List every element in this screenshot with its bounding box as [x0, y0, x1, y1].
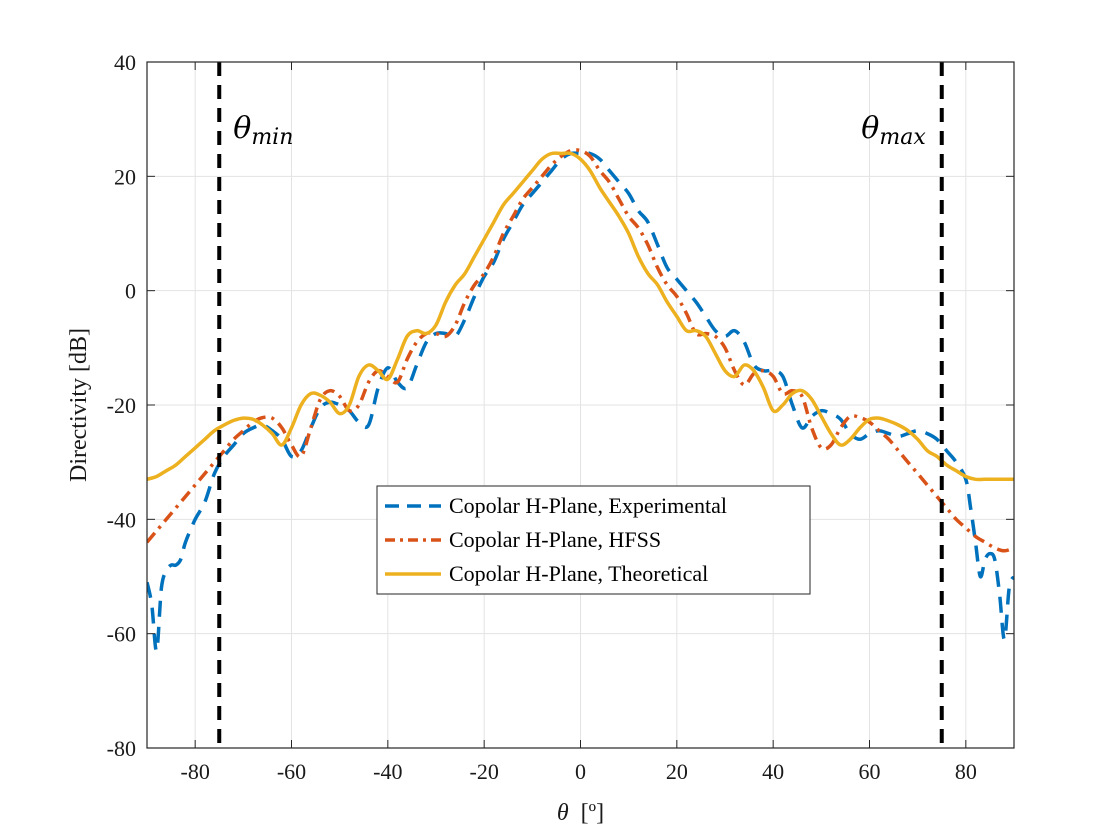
legend-entry-2: Copolar H-Plane, Theoretical — [449, 561, 708, 586]
ticks — [147, 61, 1014, 749]
grid — [147, 61, 1014, 749]
series-layer — [147, 148, 1014, 653]
vline-label-max: θmax — [861, 111, 926, 150]
y-axis-label: Directivity [dB] — [66, 328, 92, 482]
x-tick-label: -20 — [470, 759, 499, 784]
y-tick-label: 20 — [114, 164, 136, 189]
x-tick-label: 20 — [666, 759, 688, 784]
legend-box — [376, 485, 811, 595]
y-tick-label: -80 — [107, 736, 136, 761]
x-tick-label: -80 — [181, 759, 210, 784]
y-tick-label: -60 — [107, 622, 136, 647]
legend-entry-1: Copolar H-Plane, HFSS — [449, 527, 661, 552]
x-tick-label: 40 — [762, 759, 784, 784]
legend-entry-0: Copolar H-Plane, Experimental — [449, 493, 727, 518]
x-tick-label: 60 — [859, 759, 881, 784]
x-tick-label: -40 — [373, 759, 402, 784]
y-tick-label: 40 — [114, 50, 136, 75]
legend: Copolar H-Plane, Experimental Copolar H-P… — [376, 485, 811, 595]
x-tick-label: 80 — [955, 759, 977, 784]
y-tick-label: 0 — [125, 279, 136, 304]
series-line-2 — [147, 151, 1014, 482]
vline-label-sub: min — [251, 125, 293, 150]
series-line-1 — [147, 148, 1014, 553]
vertical-markers: θmin θmax — [217, 62, 944, 748]
x-axis-symbol: θ — [557, 800, 569, 826]
x-axis-label: θ [º] — [557, 800, 604, 826]
y-tick-label: -20 — [107, 393, 136, 418]
vline-label-base: θ — [861, 111, 879, 146]
vline-label-min: θmin — [233, 111, 293, 150]
x-tick-labels: -80 -60 -40 -20 0 20 40 60 80 — [181, 759, 977, 784]
vline-label-base: θ — [233, 111, 251, 146]
y-tick-labels: -80 -60 -40 -20 0 20 40 — [107, 50, 136, 761]
x-tick-label: -60 — [277, 759, 306, 784]
x-axis-unit: [º] — [581, 800, 604, 826]
x-tick-label: 0 — [575, 759, 586, 784]
y-tick-label: -40 — [107, 507, 136, 532]
vline-label-sub: max — [879, 125, 926, 150]
